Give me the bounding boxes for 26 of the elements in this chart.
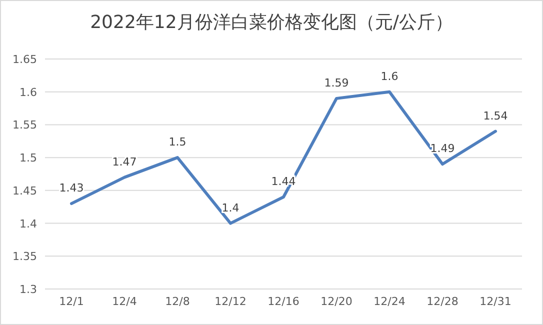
data-label: 1.47 [112, 155, 137, 168]
x-tick-label: 12/8 [165, 295, 190, 308]
x-tick-label: 12/24 [374, 295, 406, 308]
data-label: 1.5 [168, 136, 186, 149]
x-tick-label: 12/28 [426, 295, 458, 308]
x-tick-label: 12/16 [268, 295, 300, 308]
x-tick-label: 12/12 [214, 295, 246, 308]
x-tick-label: 12/31 [480, 295, 512, 308]
y-tick-label: 1.45 [12, 184, 37, 198]
y-tick-label: 1.5 [20, 152, 37, 165]
x-tick-label: 12/1 [59, 295, 84, 308]
y-tick-label: 1.55 [12, 118, 37, 132]
data-label: 1.6 [380, 70, 398, 83]
y-tick-label: 1.35 [12, 250, 37, 264]
y-tick-label: 1.6 [20, 86, 37, 99]
chart-title: 2022年12月份洋白菜价格变化图（元/公斤） [90, 12, 453, 33]
data-label: 1.49 [430, 142, 455, 156]
data-label: 1.59 [324, 76, 349, 90]
y-tick-label: 1.3 [20, 283, 37, 296]
y-tick-label: 1.4 [20, 217, 37, 230]
data-label: 1.4 [222, 201, 240, 214]
x-tick-label: 12/4 [112, 295, 137, 308]
x-tick-label: 12/20 [320, 295, 352, 308]
data-label: 1.54 [483, 109, 508, 122]
y-tick-label: 1.65 [12, 53, 37, 66]
data-label: 1.43 [59, 182, 84, 195]
